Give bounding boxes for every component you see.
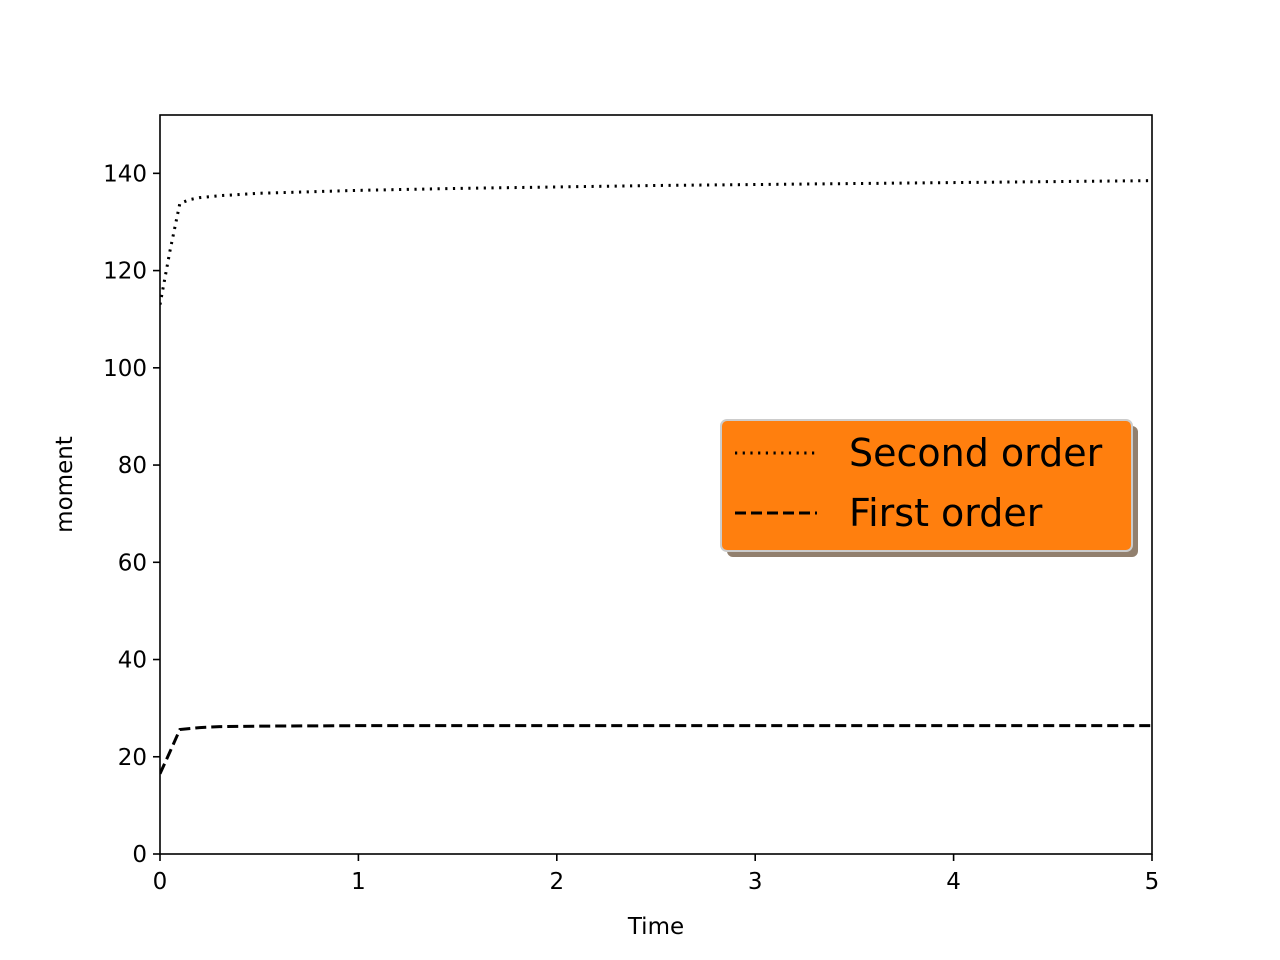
y-axis-label: moment xyxy=(52,436,78,533)
x-tick-label: 0 xyxy=(153,869,168,895)
x-tick-label: 3 xyxy=(748,869,763,895)
legend: Second order First order xyxy=(720,419,1138,557)
series-line-1 xyxy=(160,179,1152,305)
y-tick-label: 120 xyxy=(103,259,147,285)
legend-box xyxy=(720,419,1133,552)
y-tick-label: 0 xyxy=(132,842,147,868)
y-tick-label: 100 xyxy=(103,356,147,382)
y-tick-label: 20 xyxy=(118,745,147,771)
plot-area xyxy=(160,179,1152,775)
y-tick-label: 80 xyxy=(118,453,147,479)
x-tick-label: 1 xyxy=(351,869,366,895)
legend-label-1: Second order xyxy=(849,431,1103,475)
axes: 0 1 2 3 4 5 0 20 40 60 80 100 120 140 xyxy=(103,114,1160,895)
legend-label-2: First order xyxy=(849,491,1043,535)
y-tick-label: 140 xyxy=(103,161,147,187)
x-tick-label: 2 xyxy=(549,869,564,895)
series-line-2 xyxy=(160,724,1152,775)
x-tick-label: 4 xyxy=(946,869,961,895)
x-tick-label: 5 xyxy=(1145,869,1160,895)
x-axis-label: Time xyxy=(627,914,684,940)
axes-frame xyxy=(159,114,1153,855)
y-tick-label: 60 xyxy=(118,550,147,576)
y-tick-label: 40 xyxy=(118,648,147,674)
